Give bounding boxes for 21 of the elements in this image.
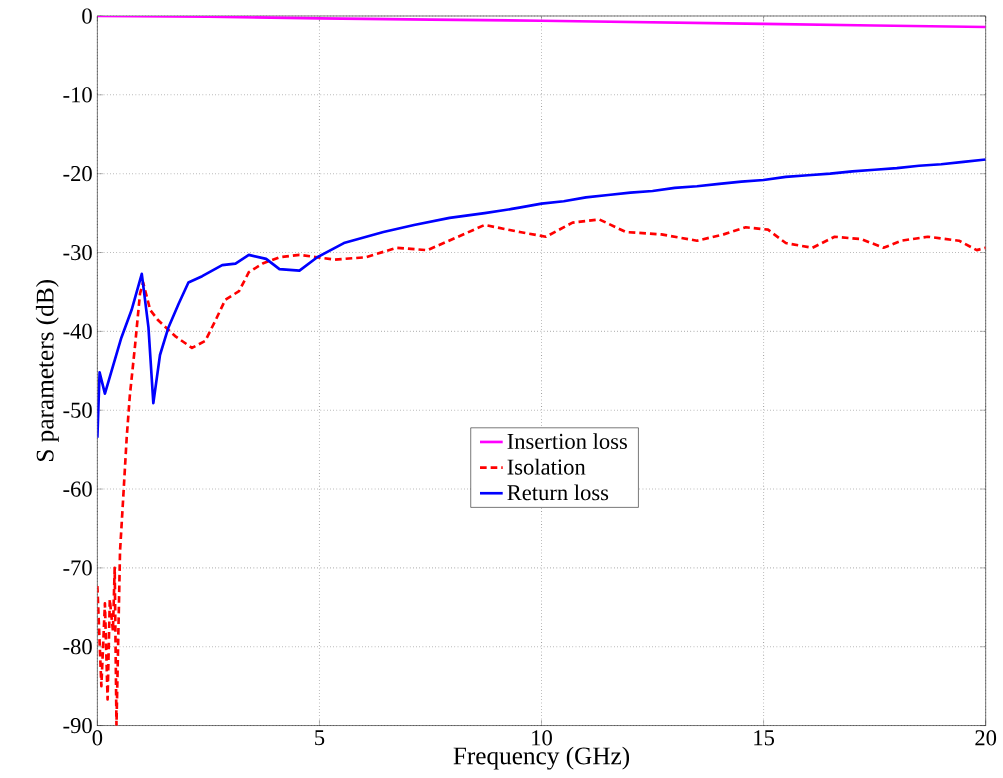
y-axis-title: S parameters (dB) bbox=[35, 280, 59, 462]
y-tick-label: -90 bbox=[63, 718, 92, 734]
line-series bbox=[97, 218, 986, 726]
y-tick-label: -10 bbox=[63, 87, 92, 103]
x-tick-label: 15 bbox=[754, 730, 775, 746]
x-axis-title: Frequency (GHz) bbox=[453, 746, 630, 770]
y-tick-label: -50 bbox=[63, 402, 92, 419]
y-tick-label: 0 bbox=[82, 8, 92, 24]
x-tick-label: 5 bbox=[315, 730, 325, 746]
y-tick-label: -60 bbox=[63, 481, 92, 497]
x-tick-label: 20 bbox=[975, 730, 997, 746]
x-tick-label: 10 bbox=[532, 730, 552, 746]
legend-label: Return loss bbox=[507, 484, 609, 501]
y-tick-label: -20 bbox=[63, 166, 92, 182]
y-tick-label: -80 bbox=[63, 639, 92, 655]
y-tick-label: -30 bbox=[63, 245, 92, 261]
x-tick-label: 0 bbox=[92, 730, 103, 746]
y-tick-label: -40 bbox=[63, 323, 92, 340]
legend-label: Insertion loss bbox=[507, 433, 627, 450]
legend-label: Isolation bbox=[507, 458, 586, 475]
y-tick-label: -70 bbox=[63, 560, 92, 576]
